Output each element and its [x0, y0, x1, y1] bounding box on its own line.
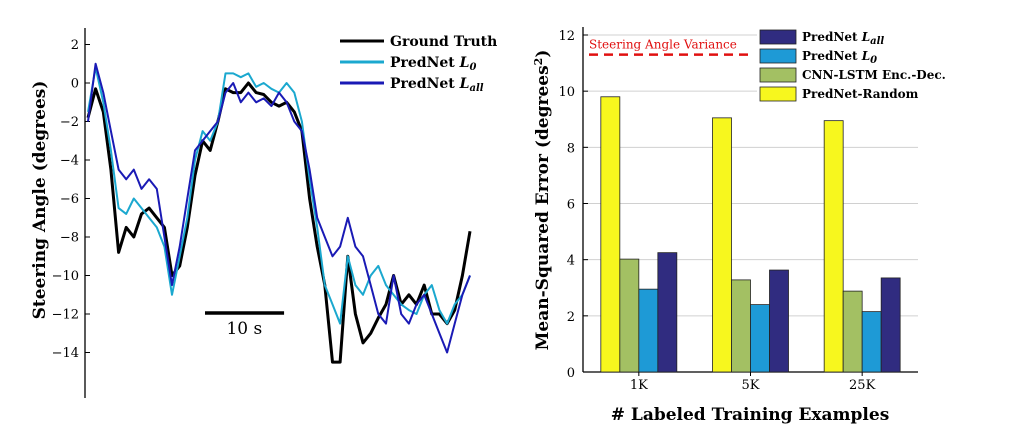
bar-prednet-random [823, 120, 844, 373]
y-tick-label: 0 [567, 366, 575, 381]
legend-label: PredNet Lall [390, 76, 484, 94]
reference-line-label: Steering Angle Variance [589, 38, 737, 52]
legend-label: PredNet L0 [802, 49, 877, 66]
bar-prednet-random [712, 117, 732, 373]
y-axis-label: Steering Angle (degrees) [30, 81, 50, 320]
legend-swatch [759, 48, 797, 64]
x-tick-label: 5K [742, 378, 760, 393]
legend-label: PredNet L0 [390, 55, 477, 73]
legend-label: Ground Truth [390, 34, 497, 50]
bar-prednet-l0 [750, 304, 770, 373]
bar-cnn-lstm-enc-dec- [619, 258, 640, 373]
legend-swatch [759, 67, 797, 83]
bar-prednet-lall [657, 252, 678, 373]
legend-swatch [759, 29, 797, 45]
y-tick-label: 6 [567, 198, 575, 213]
scale-bar-label: 10 s [226, 319, 262, 339]
y-tick-label: −6 [60, 192, 79, 207]
bar-prednet-l0 [861, 311, 882, 373]
bar-prednet-l0 [638, 288, 659, 373]
bar-cnn-lstm-enc-dec- [731, 279, 751, 373]
legend-label: PredNet Lall [802, 30, 884, 47]
series-line-ground-truth [86, 81, 472, 364]
x-tick-label: 1K [630, 378, 648, 393]
legend-swatch [759, 86, 797, 102]
y-tick-label: −12 [52, 308, 79, 323]
legend-label: CNN-LSTM Enc.-Dec. [802, 68, 946, 82]
y-tick-label: 12 [558, 29, 575, 44]
y-tick-label: 2 [567, 310, 575, 325]
y-tick-label: −8 [60, 231, 79, 246]
mse-bar-chart: 0 2 4 6 8 10 12 Steering Angle Variance 1K 5K 25K #… [532, 26, 946, 425]
steering-angle-chart: 2 0 −2 −4 −6 −8 −10 −12 −14 Steering Angle (degre… [30, 28, 497, 398]
y-tick-label: 4 [567, 254, 575, 269]
y-tick-label: −4 [60, 154, 79, 169]
y-tick-label: 2 [71, 38, 79, 53]
bar-prednet-lall [880, 277, 901, 373]
y-axis-label: Mean-Squared Error (degrees2) [532, 50, 553, 351]
series-line-prednet-lall [87, 62, 471, 354]
y-tick-label: −2 [60, 115, 79, 130]
bar-prednet-lall [769, 269, 789, 373]
y-tick-label: 10 [558, 85, 575, 100]
y-tick-label: −10 [52, 269, 79, 284]
y-tick-label: −14 [52, 346, 79, 361]
bar-prednet-random [600, 96, 621, 373]
legend-label: PredNet-Random [802, 87, 919, 101]
bar-cnn-lstm-enc-dec- [842, 290, 863, 373]
y-tick-label: 8 [567, 141, 575, 156]
y-tick-label: 0 [71, 77, 79, 92]
x-tick-label: 25K [849, 378, 876, 393]
x-axis-label: # Labeled Training Examples [611, 405, 890, 425]
